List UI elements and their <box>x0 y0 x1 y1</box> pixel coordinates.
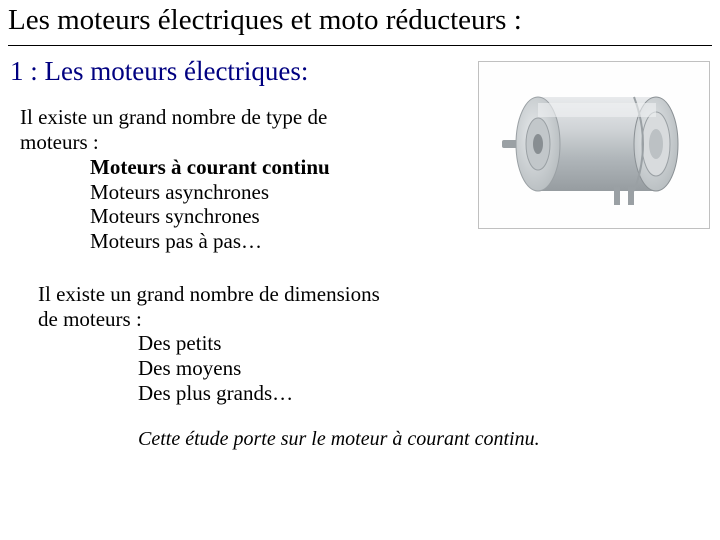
list-item: Moteurs synchrones <box>90 204 472 229</box>
block2-list: Des petits Des moyens Des plus grands… <box>138 331 472 405</box>
list-item: Moteurs à courant continu <box>90 155 472 180</box>
content-row: Il existe un grand nombre de type de mot… <box>8 105 712 405</box>
text-column: Il existe un grand nombre de type de mot… <box>8 105 472 405</box>
page-title: Les moteurs électriques et moto réducteu… <box>8 4 712 37</box>
list-item: Des petits <box>138 331 472 356</box>
block1-intro-line1: Il existe un grand nombre de type de <box>20 105 472 130</box>
list-item: Des plus grands… <box>138 381 472 406</box>
list-item: Des moyens <box>138 356 472 381</box>
block2-intro-line1: Il existe un grand nombre de dimensions <box>38 282 472 307</box>
list-item: Moteurs asynchrones <box>90 180 472 205</box>
block2: Il existe un grand nombre de dimensions … <box>20 282 472 406</box>
block1-list: Moteurs à courant continu Moteurs asynch… <box>90 155 472 254</box>
motor-icon <box>484 67 704 223</box>
image-column <box>478 61 710 229</box>
block1-intro-line2: moteurs : <box>20 130 472 155</box>
divider <box>8 45 712 46</box>
footnote: Cette étude porte sur le moteur à couran… <box>138 428 712 451</box>
motor-image <box>478 61 710 229</box>
list-item: Moteurs pas à pas… <box>90 229 472 254</box>
block2-intro-line2: de moteurs : <box>38 307 472 332</box>
